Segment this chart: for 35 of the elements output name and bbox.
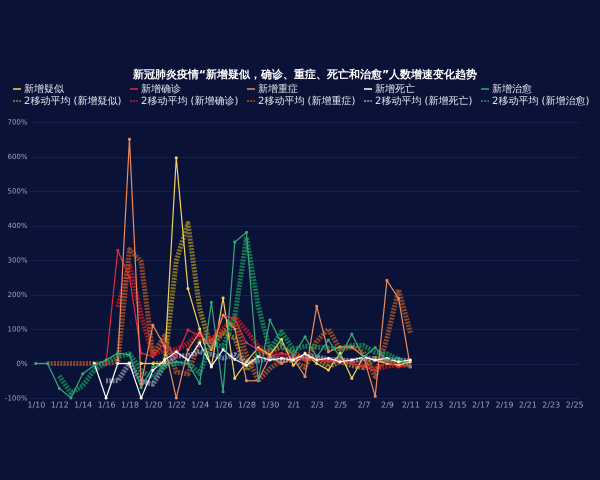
x-tick-label: 2/21 [518, 400, 537, 410]
legend-label: 2移动平均 (新增治愈) [492, 95, 590, 107]
x-tick-label: 1/24 [191, 400, 210, 410]
x-tick-label: 2/19 [495, 400, 514, 410]
legend-label: 2移动平均 (新增疑似) [24, 95, 122, 107]
x-tick-label: 1/10 [27, 400, 46, 410]
x-tick-label: 1/26 [214, 400, 233, 410]
x-tick-label: 2/1 [287, 400, 300, 410]
x-tick-label: 1/22 [168, 400, 186, 410]
chart-title: 新冠肺炎疫情“新增疑似，确诊、重症、死亡和治愈”人数增速变化趋势 [132, 68, 478, 81]
x-tick-label: 2/15 [448, 400, 467, 410]
legend-label: 新增确诊 [141, 83, 181, 95]
x-tick-label: 1/18 [120, 400, 139, 410]
x-tick-label: 2/23 [542, 400, 560, 410]
x-tick-label: 1/30 [261, 400, 280, 410]
x-tick-label: 1/14 [74, 400, 92, 410]
x-tick-label: 1/16 [98, 400, 116, 410]
legend-label: 新增死亡 [375, 83, 415, 95]
legend-label: 2移动平均 (新增死亡) [375, 95, 472, 107]
legend-label: 2移动平均 (新增重症) [258, 95, 356, 107]
x-tick-label: 2/13 [425, 400, 444, 410]
legend-label: 新增重症 [258, 83, 298, 95]
x-tick-label: 2/25 [566, 400, 584, 410]
x-tick-label: 1/20 [144, 400, 162, 410]
legend-label: 2移动平均 (新增确诊) [141, 95, 238, 107]
x-tick-label: 2/9 [380, 400, 394, 410]
legend-label: 新增疑似 [24, 83, 64, 95]
x-tick-label: 2/5 [334, 400, 348, 410]
x-tick-label: 1/12 [50, 400, 69, 410]
x-tick-label: 2/3 [310, 400, 324, 410]
legend-label: 新增治愈 [492, 83, 532, 95]
x-tick-label: 1/28 [238, 400, 256, 410]
x-tick-label: 2/11 [402, 400, 420, 410]
x-tick-label: 2/7 [358, 400, 370, 410]
x-tick-label: 2/17 [472, 400, 490, 410]
